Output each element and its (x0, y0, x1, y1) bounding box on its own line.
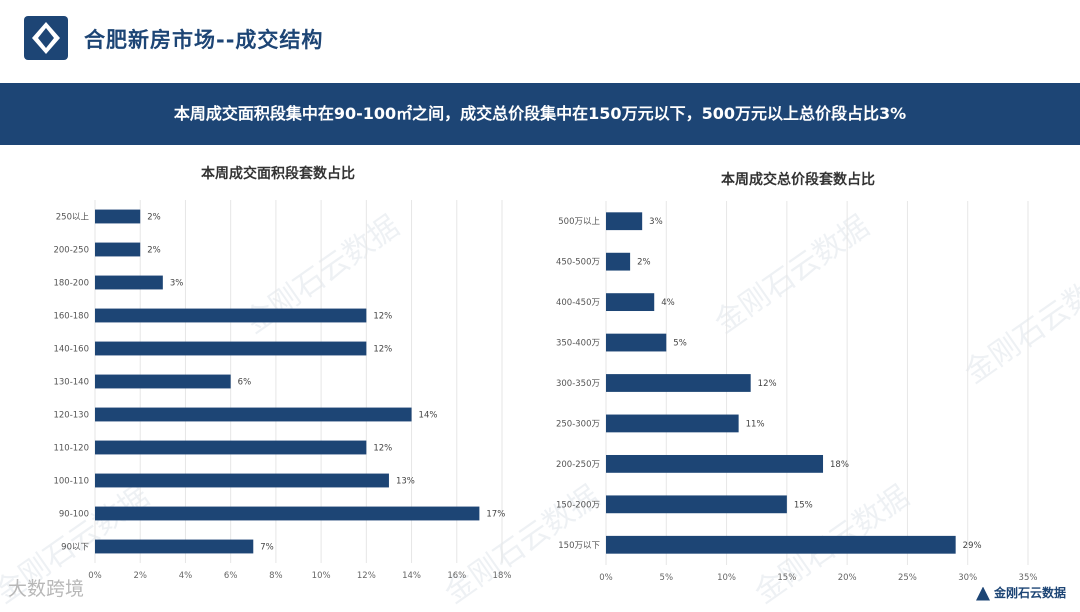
bar (606, 212, 643, 231)
category-label: 110-120 (53, 444, 89, 454)
category-label: 250以上 (56, 213, 90, 223)
bar (95, 341, 367, 356)
summary-text: 本周成交面积段集中在90-100㎡之间，成交总价段集中在150万元以下，500万… (173, 104, 907, 123)
data-label: 12% (373, 312, 392, 322)
category-label: 100-110 (53, 477, 89, 487)
bar (606, 414, 739, 433)
category-label: 250-300万 (556, 419, 600, 429)
x-tick-label: 2% (133, 571, 147, 581)
category-label: 140-160 (53, 345, 89, 355)
footer-source-label: 大数跨境 (8, 578, 85, 600)
x-tick-label: 12% (357, 571, 376, 581)
x-tick-label: 4% (179, 571, 193, 581)
x-tick-label: 30% (958, 573, 977, 583)
category-label: 90以下 (61, 543, 89, 553)
data-label: 2% (147, 246, 161, 256)
data-label: 12% (373, 444, 392, 454)
data-label: 12% (758, 379, 777, 389)
x-tick-label: 6% (224, 571, 238, 581)
page-title: 合肥新房市场--成交结构 (84, 28, 324, 52)
data-label: 7% (260, 543, 274, 553)
price-segment-chart: 本周成交总价段套数占比 0% 5% 10% 15% 20% 25% 30% 35% 500万以上 3… (556, 171, 1038, 583)
diamond-logo-icon (32, 22, 60, 54)
data-label: 3% (649, 217, 662, 227)
x-tick-label: 15% (777, 573, 796, 583)
brand-logo (24, 16, 68, 60)
bar (95, 308, 367, 323)
data-label: 5% (673, 339, 687, 349)
x-tick-label: 20% (838, 573, 857, 583)
category-label: 350-400万 (556, 339, 600, 349)
data-label: 4% (661, 298, 675, 308)
bar (606, 293, 655, 312)
bar (606, 535, 956, 554)
data-label: 15% (794, 500, 813, 510)
data-label: 6% (238, 378, 252, 388)
x-tick-label: 8% (269, 571, 283, 581)
x-tick-label: 0% (599, 573, 613, 583)
bar (95, 506, 480, 521)
bar (606, 333, 667, 352)
x-tick-label: 25% (898, 573, 917, 583)
category-label: 300-350万 (556, 379, 600, 389)
summary-banner: 本周成交面积段集中在90-100㎡之间，成交总价段集中在150万元以下，500万… (0, 83, 1080, 145)
bar (95, 275, 163, 290)
bar (606, 495, 787, 514)
x-tick-label: 35% (1019, 573, 1038, 583)
data-label: 3% (170, 279, 184, 289)
x-tick-label: 10% (717, 573, 736, 583)
data-label: 2% (637, 258, 651, 268)
bar (606, 374, 751, 392)
x-tick-label: 10% (312, 571, 331, 581)
bar (95, 473, 389, 488)
data-label: 2% (147, 213, 161, 223)
category-label: 150-200万 (556, 500, 600, 510)
bar (95, 374, 231, 389)
x-tick-label: 18% (493, 571, 512, 581)
data-label: 12% (373, 345, 392, 355)
category-label: 400-450万 (556, 298, 600, 308)
footer-brand: 金刚石云数据 (975, 584, 1066, 601)
chart-title: 本周成交面积段套数占比 (201, 165, 355, 182)
bar (606, 252, 631, 271)
bar (95, 440, 367, 455)
area-segment-chart: 本周成交面积段套数占比 0% 2% 4% 6% 8% 10% 12% 14% 16% 18% 250以… (53, 165, 512, 581)
x-tick-label: 0% (88, 571, 102, 581)
x-tick-label: 5% (660, 573, 674, 583)
x-tick-label: 14% (402, 571, 421, 581)
data-label: 14% (419, 411, 438, 421)
data-label: 29% (963, 541, 982, 551)
category-label: 200-250万 (556, 460, 600, 470)
bar (95, 242, 141, 257)
footer-brand-text: 金刚石云数据 (993, 586, 1066, 600)
bar (606, 454, 824, 473)
data-label: 11% (746, 419, 765, 429)
bar (95, 539, 254, 554)
data-label: 13% (396, 477, 415, 487)
triangle-logo-icon (975, 586, 990, 601)
category-label: 160-180 (53, 312, 89, 322)
bar (95, 209, 141, 224)
data-label: 17% (486, 510, 505, 520)
category-label: 130-140 (53, 378, 89, 388)
data-label: 18% (830, 460, 849, 470)
category-label: 200-250 (53, 246, 89, 256)
chart-title: 本周成交总价段套数占比 (721, 171, 875, 188)
x-tick-label: 16% (447, 571, 466, 581)
category-label: 150万以下 (558, 541, 600, 551)
category-label: 120-130 (53, 411, 89, 421)
category-label: 90-100 (59, 510, 89, 520)
category-label: 450-500万 (556, 258, 600, 268)
category-label: 180-200 (53, 279, 89, 289)
category-label: 500万以上 (558, 217, 600, 227)
bar (95, 407, 412, 422)
